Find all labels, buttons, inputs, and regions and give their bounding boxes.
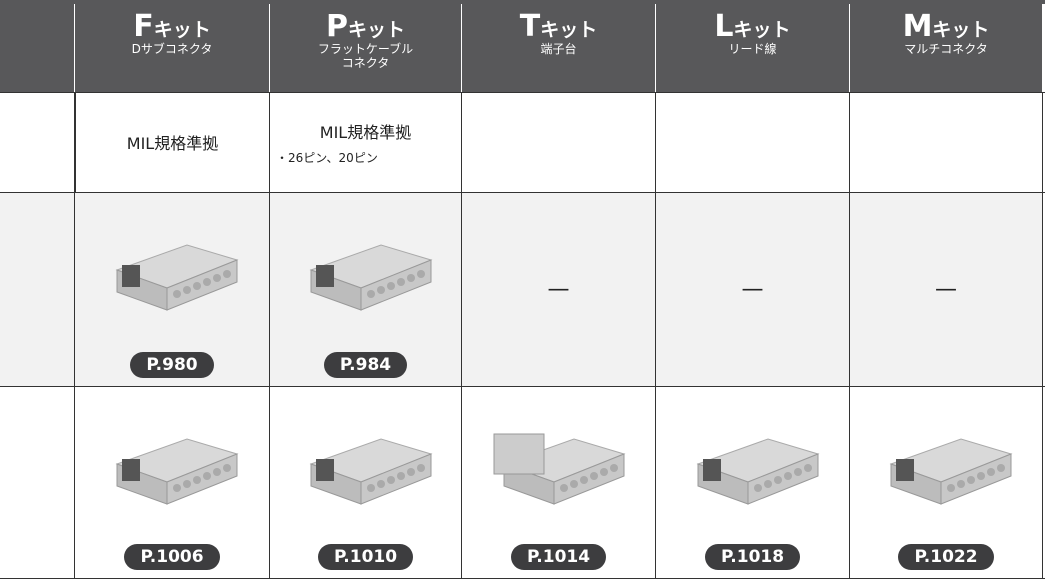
spec-cell [462,92,656,192]
page-badge: P.1010 [317,544,414,570]
header-title: L キット [714,12,790,42]
row-rule [0,578,1045,579]
spec-cell: MIL規格準拠・26ピン、20ピン [270,92,462,192]
kit-letter: M [902,9,933,44]
kit-name: キット [153,19,211,41]
column-header: F キット Dサブコネクタ [75,4,270,92]
product-photo [889,438,1013,505]
page-badge: P.1014 [510,544,607,570]
spec-cell [656,92,850,192]
product-photo [309,438,433,505]
dash: — [935,276,957,302]
product-cell: P.1010 [270,386,462,578]
product-cell: P.984 [270,192,462,386]
product-cell: — [850,192,1043,386]
product-cell: P.980 [75,192,270,386]
product-cell: P.1006 [75,386,270,578]
spec-cell [850,92,1043,192]
spec-text: MIL規格準拠 [319,122,412,142]
row-rule [0,192,1045,193]
kit-subtitle: コネクタ [341,56,390,70]
column-header: P キット フラットケーブル コネクタ [270,4,462,92]
kit-subtitle: フラットケーブル [317,42,414,56]
kit-name: キット [347,19,405,41]
page-badge: P.980 [130,352,214,378]
kit-subtitle: Dサブコネクタ [131,42,213,56]
page-badge: P.1006 [124,544,220,570]
column-header: T キット 端子台 [462,4,656,92]
kit-name: キット [540,19,598,41]
kit-letter: T [519,9,541,44]
product-photo [309,244,433,311]
header-title: M キット [903,12,990,42]
header-title: F キット [133,12,211,42]
kit-subtitle: リード線 [728,42,777,56]
row-rule [0,92,1045,93]
product-photo [493,433,626,505]
kit-letter: L [714,9,734,44]
kit-name: キット [733,19,791,41]
kit-letter: P [325,9,348,44]
product-cell: P.1018 [656,386,850,578]
spec-text: MIL規格準拠 [126,134,219,153]
page-badge: P.1018 [704,544,801,570]
left-cell [0,92,75,578]
top-rule [0,0,1045,4]
kit-letter: F [133,9,154,44]
spec-cell: MIL規格準拠 [75,92,270,192]
product-cell: P.1022 [850,386,1043,578]
kit-subtitle: マルチコネクタ [904,42,988,56]
kit-name: キット [932,19,990,41]
column-header: L キット リード線 [656,4,850,92]
product-cell: P.1014 [462,386,656,578]
product-photo [115,438,239,505]
dash: — [741,276,764,302]
header-corner [0,4,75,92]
spec-note: ・26ピン、20ピン [276,150,378,165]
product-cell: — [656,192,850,386]
product-photo [115,244,239,311]
column-header: M キット マルチコネクタ [850,4,1043,92]
product-photo [696,438,820,505]
page-badge: P.1022 [898,544,994,570]
header-title: P キット [326,12,405,42]
row-rule [0,386,1045,387]
kit-subtitle: 端子台 [540,42,577,56]
page-badge: P.984 [323,352,408,378]
header-title: T キット [520,12,597,42]
dash: — [547,276,570,302]
product-cell: — [462,192,656,386]
